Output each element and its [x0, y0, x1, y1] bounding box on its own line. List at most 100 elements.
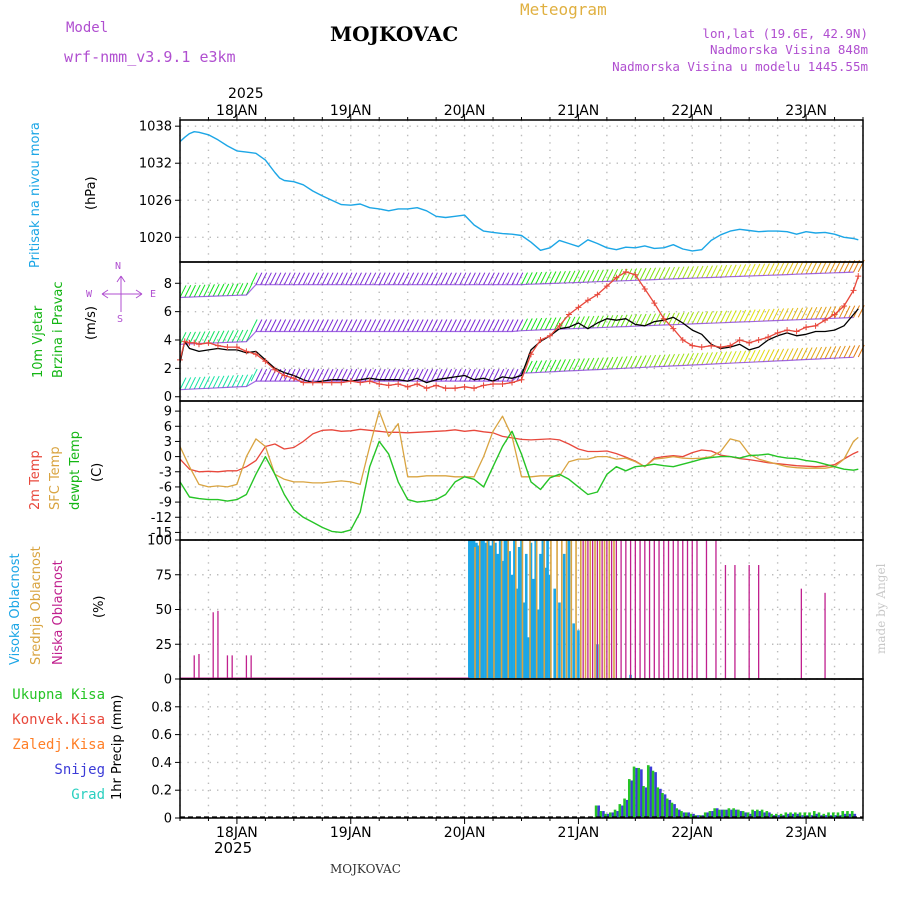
wind-barb: [241, 329, 249, 343]
wind-barb: [473, 272, 481, 285]
wind-barb: [644, 267, 652, 281]
wind-barb: [511, 319, 519, 332]
precip-total-bar: [812, 811, 816, 818]
wind-barb: [549, 359, 557, 373]
wind-barb: [279, 272, 287, 285]
cloud-bars-2: [193, 540, 826, 679]
wind-gust-marker: [575, 304, 582, 311]
precip-snow-bar: [815, 813, 819, 818]
wind-barb: [226, 330, 234, 343]
wind-barb: [753, 263, 761, 277]
precip-total-bar: [718, 809, 721, 818]
wind-barb: [592, 357, 600, 371]
wind-barb: [283, 272, 291, 285]
wind-barb: [250, 319, 258, 332]
wind-barb: [644, 355, 652, 368]
precip-total-bar: [670, 802, 674, 818]
wind-barb: [848, 305, 856, 318]
wind-barb: [359, 272, 367, 285]
wind-gust-marker: [281, 372, 288, 379]
wind-barb: [743, 309, 751, 323]
wind-barb: [179, 332, 187, 345]
wind-barb: [796, 307, 804, 320]
ytick-label: 75: [155, 568, 172, 583]
wind-barb: [715, 265, 723, 278]
wind-barb: [815, 306, 823, 320]
wind-barb: [402, 319, 410, 332]
wind-barb: [288, 319, 296, 332]
wind-barb: [426, 319, 434, 332]
wind-barb: [179, 285, 187, 298]
day-label-bottom: 21JAN: [558, 825, 600, 841]
precip-snow-bar: [640, 769, 643, 818]
wind-barb: [748, 263, 756, 277]
wind-barb: [236, 283, 244, 296]
wind-barb: [687, 353, 694, 366]
wind-barb: [217, 375, 225, 389]
sfc-temp-line: [179, 410, 859, 488]
wind-gust-marker: [224, 344, 231, 351]
precip-snow-bar: [649, 766, 653, 818]
wind-barb: [231, 374, 239, 388]
precip-snow-bar: [602, 811, 605, 818]
wind-barb: [772, 308, 780, 321]
day-label-bottom: 23JAN: [785, 825, 827, 841]
wind-barb: [762, 263, 770, 276]
wind-barb: [762, 308, 770, 322]
precip-total-bar: [661, 792, 664, 818]
wind-gust-marker: [698, 344, 705, 351]
wind-barb: [710, 265, 718, 278]
ytick-label: 0: [164, 450, 172, 465]
wind-barb: [596, 269, 604, 282]
ytick-label: 0: [164, 390, 172, 405]
wind-gust-marker: [746, 339, 753, 346]
wind-barb: [587, 269, 595, 283]
precip-snow-bar: [734, 809, 738, 818]
wind-barb: [577, 316, 585, 329]
wind-gust-marker: [546, 332, 553, 339]
wind-barb: [739, 264, 747, 277]
precip-total-bar: [646, 765, 650, 818]
precip-snow-bar: [739, 811, 743, 818]
wind-barb: [269, 272, 277, 285]
wind-gust-marker: [841, 302, 848, 309]
wind-gust-marker: [214, 342, 221, 349]
wind-barb: [677, 266, 685, 279]
wind-gust-marker: [727, 342, 734, 349]
wind-barb: [421, 319, 429, 332]
wind-barb: [558, 270, 566, 284]
wind-barb: [644, 313, 652, 327]
wind-barb: [573, 358, 581, 371]
wind-barb: [573, 270, 581, 283]
wind-barb: [824, 306, 832, 319]
precip-total-bar: [746, 812, 750, 818]
ytick-label: -6: [159, 480, 172, 495]
wind-barb: [307, 368, 315, 382]
wind-barb: [502, 319, 509, 332]
precip-snow-bar: [758, 811, 762, 818]
wind-gust-marker: [774, 329, 781, 336]
precip-snow-bar: [725, 809, 729, 818]
precip-total-bar: [651, 770, 655, 818]
wind-barb: [355, 368, 362, 382]
wind-barb: [231, 329, 239, 343]
wind-gust-marker: [793, 328, 800, 335]
ytick-label: -9: [159, 496, 172, 511]
day-label-bottom: 20JAN: [444, 825, 486, 841]
wind-barb: [668, 266, 675, 280]
wind-barb: [791, 262, 799, 275]
wind-gust-marker: [423, 385, 430, 392]
wind-barb: [810, 306, 818, 320]
wind-barb: [544, 359, 552, 373]
wind-barb: [710, 310, 718, 324]
wind-barb: [606, 269, 614, 282]
wind-barb: [212, 283, 220, 297]
wind-barb: [530, 272, 538, 285]
precip-snow-bar: [635, 767, 638, 818]
wind-barb: [331, 319, 339, 332]
wind-barb: [767, 308, 775, 322]
wind-gust-marker: [537, 337, 544, 344]
wind-gust-marker: [471, 385, 478, 392]
wind-barb: [307, 272, 315, 285]
wind-barb: [592, 269, 600, 283]
